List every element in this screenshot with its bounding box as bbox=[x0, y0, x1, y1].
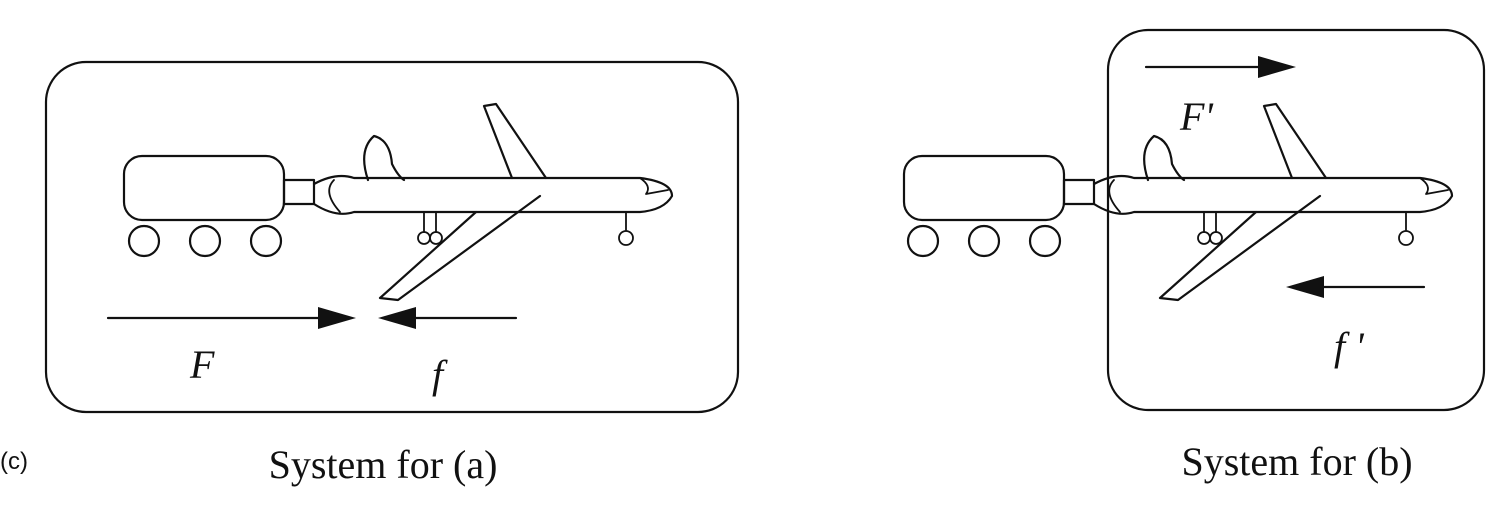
system-boundary-a bbox=[44, 60, 740, 414]
tail-fin bbox=[1143, 134, 1186, 182]
lower-wing bbox=[1158, 194, 1322, 302]
force-arrow-applied-a bbox=[106, 307, 356, 329]
tug-wheel bbox=[906, 224, 940, 258]
tug-wheel bbox=[249, 224, 283, 258]
system-boundary-b bbox=[1106, 28, 1486, 412]
tug-body bbox=[902, 154, 1066, 222]
arrow-head bbox=[1286, 276, 1324, 298]
nose-gear-wheel bbox=[1398, 230, 1414, 246]
lower-wing bbox=[378, 194, 542, 302]
panel-a: F f System for (a) bbox=[44, 60, 740, 487]
main-gear-wheel bbox=[429, 231, 443, 245]
tow-bar bbox=[1062, 178, 1096, 206]
tug-wheel bbox=[967, 224, 1001, 258]
tug-body bbox=[122, 154, 286, 222]
force-label-friction-a: f bbox=[432, 352, 448, 397]
upper-wing bbox=[1262, 102, 1328, 180]
part-label: (c) bbox=[0, 448, 28, 475]
nose-cone bbox=[1108, 179, 1121, 213]
force-arrow-friction-b bbox=[1286, 276, 1426, 298]
panel-b: F' f ' System for (b) bbox=[902, 28, 1486, 484]
main-gear-wheel bbox=[1209, 231, 1223, 245]
tug-vehicle-a bbox=[122, 154, 316, 258]
tow-bar bbox=[282, 178, 316, 206]
tail-cone bbox=[1419, 177, 1449, 195]
force-arrow-friction-a bbox=[378, 307, 518, 329]
airplane-a bbox=[312, 102, 674, 302]
fuselage bbox=[312, 174, 674, 215]
tug-wheel bbox=[1028, 224, 1062, 258]
force-label-friction-b: f ' bbox=[1334, 324, 1365, 369]
tug-vehicle-b bbox=[902, 154, 1096, 258]
nose-cone bbox=[328, 179, 341, 213]
force-arrow-applied-b bbox=[1144, 56, 1296, 78]
caption-a: System for (a) bbox=[269, 442, 498, 487]
tail-cone bbox=[639, 177, 669, 195]
nose-gear-wheel bbox=[618, 230, 634, 246]
arrow-head bbox=[378, 307, 416, 329]
upper-wing bbox=[482, 102, 548, 180]
caption-b: System for (b) bbox=[1181, 439, 1412, 484]
tug-wheel bbox=[188, 224, 222, 258]
main-gear-wheel bbox=[417, 231, 431, 245]
airplane-b bbox=[1092, 102, 1454, 302]
arrow-head bbox=[1258, 56, 1296, 78]
force-label-applied-b: F' bbox=[1179, 94, 1214, 139]
arrow-head bbox=[318, 307, 356, 329]
main-gear-wheel bbox=[1197, 231, 1211, 245]
fuselage bbox=[1092, 174, 1454, 215]
tug-wheel bbox=[127, 224, 161, 258]
force-label-applied-a: F bbox=[189, 342, 215, 387]
tail-fin bbox=[363, 134, 406, 182]
